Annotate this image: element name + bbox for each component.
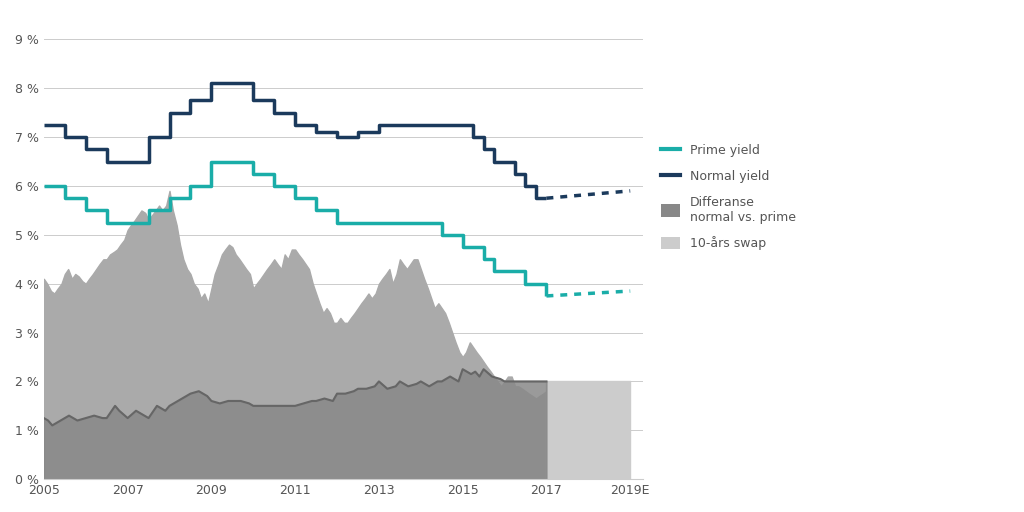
Legend: Prime yield, Normal yield, Differanse
normal vs. prime, 10-års swap: Prime yield, Normal yield, Differanse no… bbox=[655, 137, 802, 257]
